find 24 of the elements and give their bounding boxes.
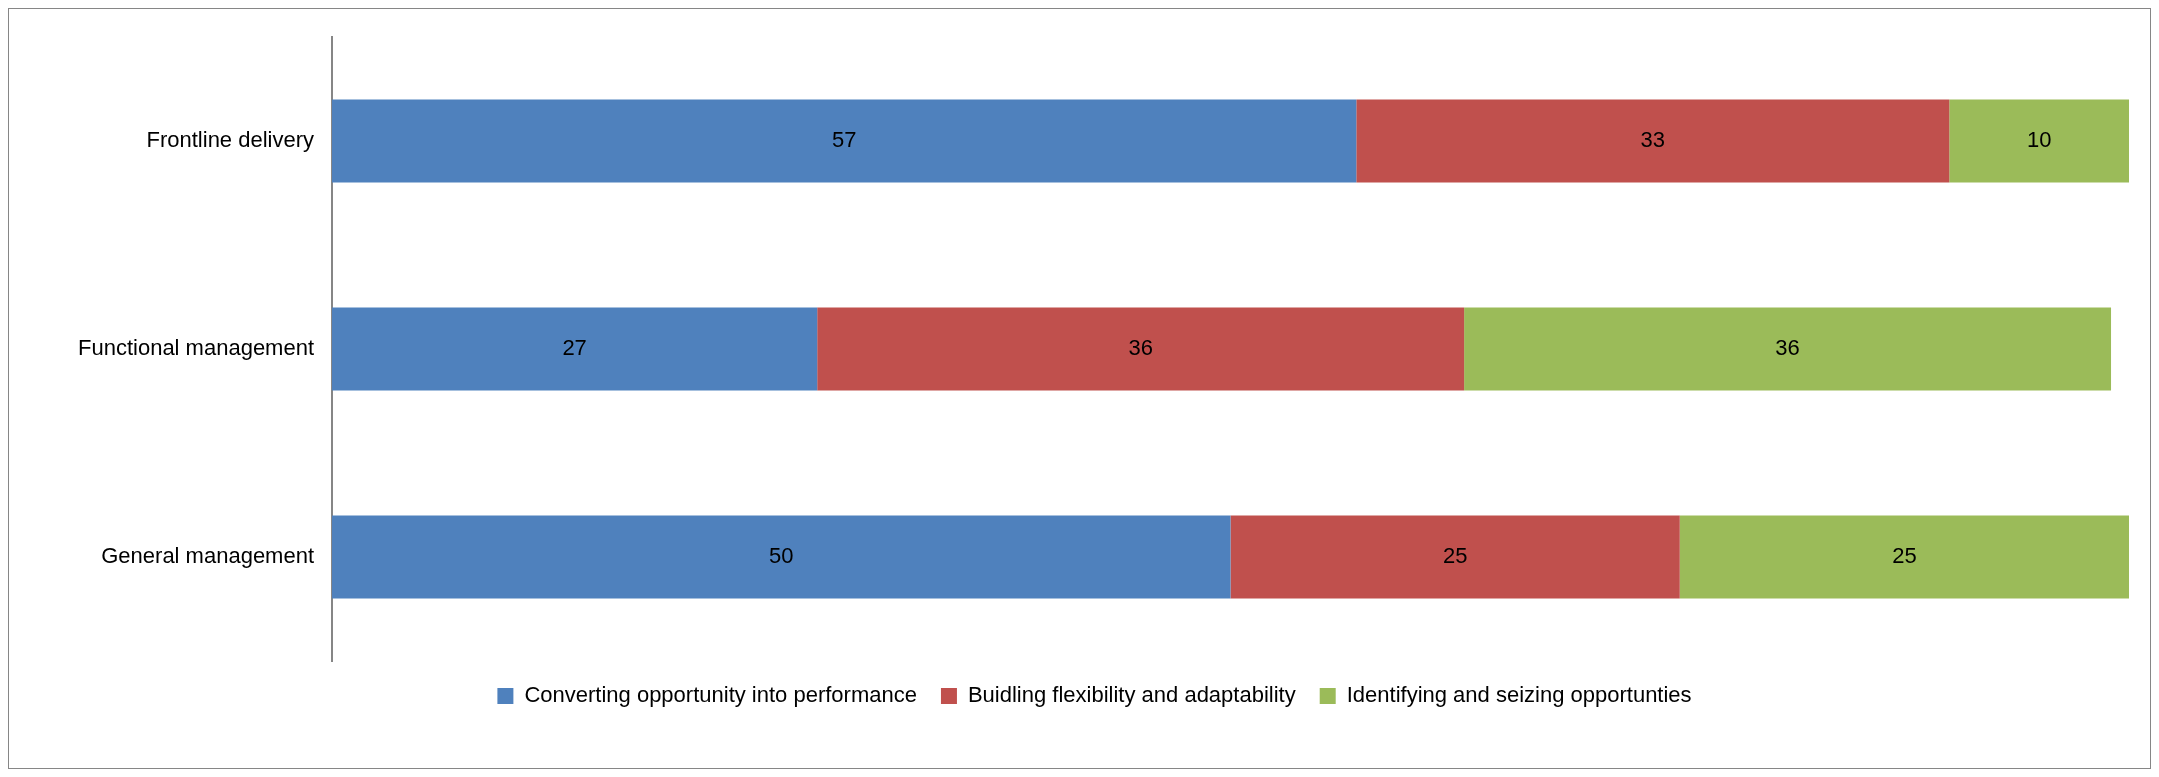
legend-label: Buidling flexibility and adaptability (967, 682, 1296, 708)
legend-label: Identifying and seizing opportunties (1346, 682, 1692, 708)
data-label: 25 (1442, 543, 1468, 569)
data-label: 33 (1640, 127, 1666, 153)
data-label: 36 (1128, 335, 1153, 361)
data-label: 27 (562, 335, 587, 361)
bar (332, 515, 1231, 599)
y-tick-label: Functional management (78, 335, 315, 361)
bar (332, 99, 1357, 183)
data-label: 25 (1892, 543, 1917, 569)
bar (1464, 307, 2112, 391)
y-tick-label: General management (101, 543, 315, 569)
y-tick-label: Frontline delivery (146, 127, 315, 153)
bar (1679, 515, 2129, 599)
data-label: 57 (831, 127, 857, 153)
data-label: 36 (1775, 335, 1800, 361)
bar (817, 307, 1465, 391)
data-label: 50 (769, 543, 794, 569)
bar (1230, 515, 1680, 599)
data-label: 10 (2026, 127, 2052, 153)
bar (1356, 99, 1950, 183)
bar (332, 307, 818, 391)
bar (1949, 99, 2129, 183)
legend-label: Converting opportunity into performance (524, 682, 917, 708)
